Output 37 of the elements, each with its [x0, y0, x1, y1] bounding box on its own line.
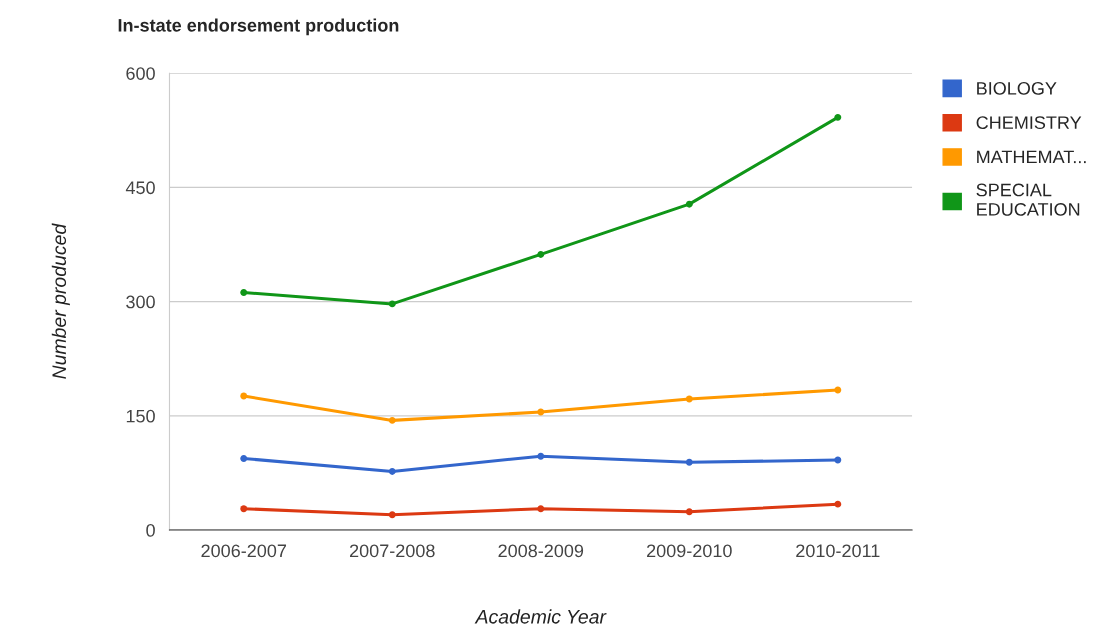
point	[537, 250, 545, 258]
chart-title: In-state endorsement production	[118, 18, 399, 36]
point	[240, 505, 248, 513]
point	[685, 200, 693, 208]
y-tick-label: 150	[126, 409, 155, 423]
point	[685, 508, 693, 516]
x-axis-title: Academic Year	[474, 609, 607, 624]
point	[834, 500, 842, 508]
point	[388, 511, 396, 519]
point	[388, 467, 396, 475]
point	[388, 300, 396, 308]
point	[834, 386, 842, 394]
y-axis-title: Number produced	[51, 223, 70, 379]
point	[537, 452, 545, 460]
point	[537, 408, 545, 416]
x-tick-label: 2006-2007	[201, 544, 287, 558]
point	[388, 416, 396, 424]
y-tick-label: 0	[146, 523, 155, 537]
y-tick-label: 300	[126, 295, 155, 309]
y-tick-label: 450	[125, 181, 155, 195]
point	[834, 456, 842, 464]
point	[685, 458, 693, 466]
legend-label: MATHEMAT...	[977, 150, 1086, 164]
point	[537, 505, 545, 513]
x-tick-label: 2009-2010	[647, 544, 732, 558]
x-tick-label: 2010-2011	[796, 544, 880, 558]
legend-label: SPECIAL EDUCATION	[976, 183, 1080, 216]
legend-label: CHEMISTRY	[976, 116, 1082, 130]
x-tick-label: 2008-2009	[498, 544, 584, 558]
point	[240, 289, 248, 296]
point	[685, 395, 693, 403]
point	[240, 392, 248, 400]
point	[834, 113, 842, 121]
x-tick-label: 2007-2008	[350, 544, 435, 558]
y-tick-label: 600	[126, 67, 155, 80]
legend-label: BIOLOGY	[977, 81, 1057, 95]
point	[240, 455, 248, 462]
